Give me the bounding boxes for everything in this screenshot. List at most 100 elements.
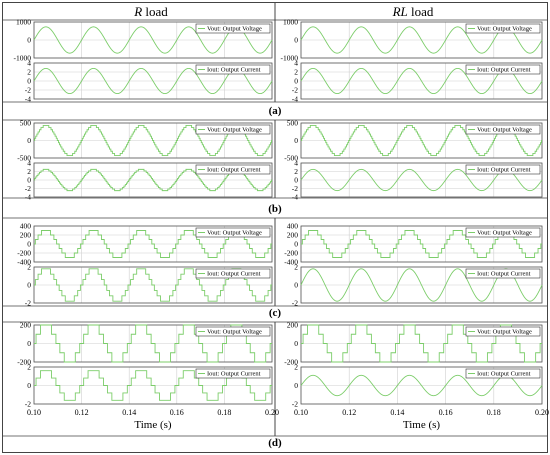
row-label: (c) bbox=[269, 307, 282, 319]
y-tick-label: -2 bbox=[25, 299, 31, 308]
legend-box bbox=[195, 227, 271, 238]
y-tick-label: -200 bbox=[17, 249, 31, 258]
y-tick-label: 500 bbox=[20, 119, 32, 128]
y-tick-label: 0 bbox=[294, 381, 298, 390]
y-tick-label: 4 bbox=[294, 59, 298, 68]
y-tick-label: -4 bbox=[292, 193, 298, 202]
plot-panel: 2 0 -2 Iout: Output Current 0.10 0.12 0.14 0.16… bbox=[25, 363, 279, 431]
legend-box bbox=[195, 268, 271, 279]
voltage-trace bbox=[301, 324, 542, 363]
y-tick-label: 500 bbox=[287, 119, 299, 128]
row-label: (a) bbox=[269, 105, 282, 117]
x-axis-label: Time (s) bbox=[134, 419, 172, 431]
plot-panel: 500 0 -500 Vout: Output Voltage bbox=[284, 119, 543, 163]
plot-panel: 2 0 -2 Iout: Output Current 0.10 0.12 0.14 0.16… bbox=[292, 363, 549, 431]
legend-label: Vout: Output Voltage bbox=[477, 230, 532, 237]
y-tick-label: 2 bbox=[294, 68, 298, 77]
header-rl-load: RL load bbox=[392, 4, 434, 19]
legend-box bbox=[465, 64, 541, 75]
y-tick-label: 200 bbox=[20, 231, 32, 240]
plot-panel: 1000 0 -1000 Vout: Output Voltage bbox=[14, 18, 273, 63]
legend-label: Vout: Output Voltage bbox=[477, 127, 532, 134]
row-labels: (a) (b) (c) (d) bbox=[268, 105, 282, 449]
header-rl-italic: RL bbox=[392, 4, 408, 19]
row-label: (d) bbox=[268, 437, 282, 449]
x-tick-label: 0.14 bbox=[122, 408, 136, 417]
legend-label: Vout: Output Voltage bbox=[207, 127, 262, 134]
y-tick-label: 0 bbox=[27, 339, 31, 348]
x-tick-label: 0.18 bbox=[487, 408, 501, 417]
legend-label: Iout: Output Current bbox=[207, 67, 261, 74]
legend-label: Iout: Output Current bbox=[477, 67, 531, 74]
y-tick-label: 0 bbox=[294, 77, 298, 86]
y-tick-label: 2 bbox=[294, 363, 298, 372]
header-r-load: R load bbox=[133, 4, 168, 19]
y-tick-label: -1000 bbox=[281, 54, 299, 63]
legend-label: Vout: Output Voltage bbox=[207, 329, 262, 336]
y-tick-label: 0 bbox=[27, 176, 31, 185]
y-tick-label: 0 bbox=[27, 36, 31, 45]
y-tick-label: 2 bbox=[294, 263, 298, 272]
y-tick-label: -200 bbox=[284, 358, 298, 367]
header-rl-rest: load bbox=[408, 4, 434, 19]
y-tick-label: 1000 bbox=[283, 18, 298, 27]
plot-panel: 2 0 -2 Iout: Output Current bbox=[25, 263, 273, 308]
y-tick-label: -500 bbox=[17, 154, 31, 163]
x-tick-label: 0.12 bbox=[342, 408, 356, 417]
y-tick-label: 0 bbox=[27, 240, 31, 249]
legend-box bbox=[195, 164, 271, 175]
header-r-italic: R bbox=[133, 4, 142, 19]
legend-label: Iout: Output Current bbox=[207, 371, 261, 378]
x-tick-label: 0.20 bbox=[265, 408, 279, 417]
y-tick-label: 4 bbox=[27, 159, 31, 168]
legend-box bbox=[195, 368, 271, 379]
y-tick-label: 0 bbox=[294, 176, 298, 185]
legend-label: Iout: Output Current bbox=[477, 271, 531, 278]
y-tick-label: -200 bbox=[17, 358, 31, 367]
y-tick-label: -2 bbox=[292, 400, 298, 409]
y-tick-label: 400 bbox=[287, 222, 299, 231]
y-tick-label: 4 bbox=[27, 59, 31, 68]
voltage-trace bbox=[34, 324, 272, 363]
y-tick-label: -2 bbox=[25, 184, 31, 193]
x-tick-label: 0.20 bbox=[535, 408, 549, 417]
y-tick-label: -2 bbox=[292, 184, 298, 193]
x-axis-label: Time (s) bbox=[403, 419, 441, 431]
y-tick-label: -2 bbox=[292, 86, 298, 95]
plot-panel: 420-2-4 Iout: Output Current bbox=[292, 159, 543, 202]
legend-box bbox=[465, 124, 541, 135]
y-tick-label: -2 bbox=[25, 86, 31, 95]
legend-label: Vout: Output Voltage bbox=[477, 329, 532, 336]
y-tick-label: -4 bbox=[25, 193, 31, 202]
y-tick-label: 400 bbox=[20, 222, 32, 231]
legend-box bbox=[465, 227, 541, 238]
y-tick-label: -500 bbox=[284, 154, 298, 163]
row-label: (b) bbox=[268, 203, 282, 215]
plot-panel: 1000 0 -1000 Vout: Output Voltage bbox=[281, 18, 543, 63]
legend-box bbox=[195, 64, 271, 75]
y-tick-label: -400 bbox=[17, 258, 31, 267]
header-r-rest: load bbox=[142, 4, 168, 19]
plot-panel: 500 0 -500 Vout: Output Voltage bbox=[17, 119, 273, 163]
x-tick-label: 0.14 bbox=[390, 408, 404, 417]
x-tick-label: 0.18 bbox=[217, 408, 231, 417]
x-tick-label: 0.16 bbox=[170, 408, 184, 417]
legend-box bbox=[465, 23, 541, 34]
plot-panel: 200 0 -200 Vout: Output Voltage bbox=[284, 321, 543, 367]
legend-label: Iout: Output Current bbox=[207, 271, 261, 278]
y-tick-label: -2 bbox=[292, 299, 298, 308]
y-tick-label: -400 bbox=[284, 258, 298, 267]
y-tick-label: 0 bbox=[27, 136, 31, 145]
y-tick-label: 0 bbox=[294, 36, 298, 45]
y-tick-label: 1000 bbox=[16, 18, 31, 27]
y-tick-label: 200 bbox=[287, 231, 299, 240]
plot-panel: 2 0 -2 Iout: Output Current bbox=[292, 263, 543, 308]
legend-label: Iout: Output Current bbox=[477, 371, 531, 378]
y-tick-label: 2 bbox=[27, 263, 31, 272]
y-tick-label: 200 bbox=[20, 321, 32, 330]
